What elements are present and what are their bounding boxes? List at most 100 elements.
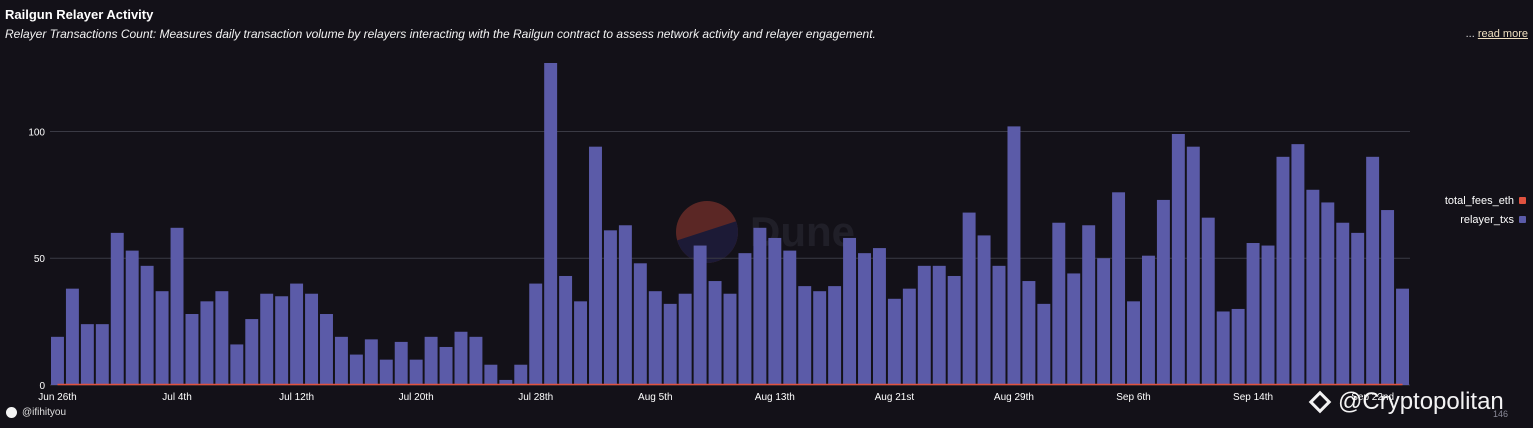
bar-relayer-txs[interactable] (753, 227, 767, 385)
bar-relayer-txs[interactable] (349, 354, 363, 385)
bar-relayer-txs[interactable] (499, 379, 513, 385)
bar-relayer-txs[interactable] (1052, 222, 1066, 385)
bar-relayer-txs[interactable] (1171, 133, 1185, 385)
bar-relayer-txs[interactable] (1201, 217, 1215, 385)
bar-relayer-txs[interactable] (648, 291, 662, 385)
bar-relayer-txs[interactable] (230, 344, 244, 385)
bar-relayer-txs[interactable] (1381, 210, 1395, 385)
bar-relayer-txs[interactable] (80, 324, 94, 385)
bar-relayer-txs[interactable] (1097, 258, 1111, 385)
bar-relayer-txs[interactable] (723, 293, 737, 385)
bar-relayer-txs[interactable] (798, 286, 812, 385)
bar-relayer-txs[interactable] (1007, 126, 1021, 385)
legend-item-total-fees-eth[interactable]: total_fees_eth (1445, 191, 1526, 210)
bar-relayer-txs[interactable] (1216, 311, 1230, 385)
bar-relayer-txs[interactable] (1112, 192, 1126, 385)
bar-relayer-txs[interactable] (95, 324, 109, 385)
bar-relayer-txs[interactable] (1127, 301, 1140, 385)
bar-relayer-txs[interactable] (813, 291, 827, 385)
bar-relayer-txs[interactable] (1291, 144, 1305, 385)
bar-relayer-txs[interactable] (185, 314, 199, 385)
bar-relayer-txs[interactable] (708, 281, 722, 385)
bar-relayer-txs[interactable] (783, 250, 797, 385)
bar-relayer-txs[interactable] (215, 291, 229, 385)
bar-relayer-txs[interactable] (1186, 146, 1200, 385)
bar-relayer-txs[interactable] (245, 319, 259, 385)
bar-relayer-txs[interactable] (484, 364, 498, 385)
bar-relayer-txs[interactable] (947, 275, 961, 385)
bar-relayer-txs[interactable] (738, 253, 752, 385)
bar-relayer-txs[interactable] (618, 225, 632, 385)
bar-relayer-txs[interactable] (364, 339, 378, 385)
bar-relayer-txs[interactable] (320, 314, 333, 385)
bar-relayer-txs[interactable] (170, 227, 184, 385)
bar-relayer-txs[interactable] (1231, 308, 1245, 385)
bar-relayer-txs[interactable] (1037, 303, 1051, 385)
bar-relayer-txs[interactable] (439, 346, 453, 385)
x-tick-label: Jul 12th (279, 392, 314, 403)
bar-relayer-txs[interactable] (589, 146, 602, 385)
bar-relayer-txs[interactable] (843, 237, 857, 385)
x-tick-label: Sep 6th (1116, 392, 1150, 403)
bar-relayer-txs[interactable] (394, 341, 408, 385)
bar-relayer-txs[interactable] (275, 296, 289, 385)
bar-relayer-txs[interactable] (140, 265, 154, 385)
bar-relayer-txs[interactable] (1351, 232, 1365, 385)
bar-relayer-txs[interactable] (1261, 245, 1275, 385)
bar-relayer-txs[interactable] (932, 265, 946, 385)
bar-relayer-txs[interactable] (1276, 156, 1290, 385)
bar-relayer-txs[interactable] (51, 336, 64, 385)
bar-relayer-txs[interactable] (1246, 243, 1260, 385)
bar-relayer-txs[interactable] (574, 301, 588, 385)
bar-relayer-txs[interactable] (65, 288, 79, 385)
bar-relayer-txs[interactable] (858, 253, 871, 385)
bar-relayer-txs[interactable] (409, 359, 423, 385)
bar-relayer-txs[interactable] (559, 275, 573, 385)
bar-relayer-txs[interactable] (469, 336, 483, 385)
bar-relayer-txs[interactable] (1156, 199, 1170, 385)
bar-relayer-txs[interactable] (603, 230, 617, 385)
bar-relayer-txs[interactable] (305, 293, 319, 385)
bar-relayer-txs[interactable] (1141, 255, 1155, 385)
bar-relayer-txs[interactable] (379, 359, 393, 385)
bar-relayer-txs[interactable] (260, 293, 274, 385)
bar-relayer-txs[interactable] (633, 263, 647, 385)
read-more-link[interactable]: read more (1477, 28, 1528, 40)
x-tick-label: Jul 20th (399, 392, 434, 403)
bar-relayer-txs[interactable] (1067, 273, 1081, 385)
bar-relayer-txs[interactable] (992, 265, 1006, 385)
x-tick-label: Jul 4th (162, 392, 191, 403)
bar-relayer-txs[interactable] (1396, 288, 1409, 385)
legend-item-relayer-txs[interactable]: relayer_txs (1445, 210, 1526, 229)
bar-relayer-txs[interactable] (1366, 156, 1380, 385)
bar-relayer-txs[interactable] (1022, 281, 1036, 385)
bar-relayer-txs[interactable] (977, 235, 991, 385)
author[interactable]: @ifihityou (6, 407, 66, 418)
bar-relayer-txs[interactable] (872, 248, 886, 385)
bar-relayer-txs[interactable] (962, 212, 976, 385)
bar-relayer-txs[interactable] (544, 63, 558, 385)
bar-relayer-txs[interactable] (902, 288, 916, 385)
bar-relayer-txs[interactable] (917, 265, 931, 385)
bar-relayer-txs[interactable] (887, 298, 901, 385)
bar-relayer-txs[interactable] (424, 336, 438, 385)
bar-relayer-txs[interactable] (1321, 202, 1335, 385)
bar-relayer-txs[interactable] (110, 232, 124, 385)
x-tick-label: Jul 28th (518, 392, 553, 403)
bar-relayer-txs[interactable] (514, 364, 528, 385)
bar-relayer-txs[interactable] (155, 291, 169, 385)
bar-relayer-txs[interactable] (1082, 225, 1096, 385)
bar-relayer-txs[interactable] (454, 331, 468, 385)
bar-relayer-txs[interactable] (200, 301, 214, 385)
bar-relayer-txs[interactable] (768, 237, 782, 385)
bar-relayer-txs[interactable] (529, 283, 543, 385)
bar-relayer-txs[interactable] (828, 286, 842, 385)
bar-relayer-txs[interactable] (290, 283, 304, 385)
bar-relayer-txs[interactable] (693, 245, 707, 385)
bar-relayer-txs[interactable] (334, 336, 348, 385)
bar-relayer-txs[interactable] (125, 250, 139, 385)
bar-relayer-txs[interactable] (678, 293, 692, 385)
bar-relayer-txs[interactable] (1306, 189, 1320, 385)
bar-relayer-txs[interactable] (1336, 222, 1350, 385)
bar-relayer-txs[interactable] (663, 303, 677, 385)
